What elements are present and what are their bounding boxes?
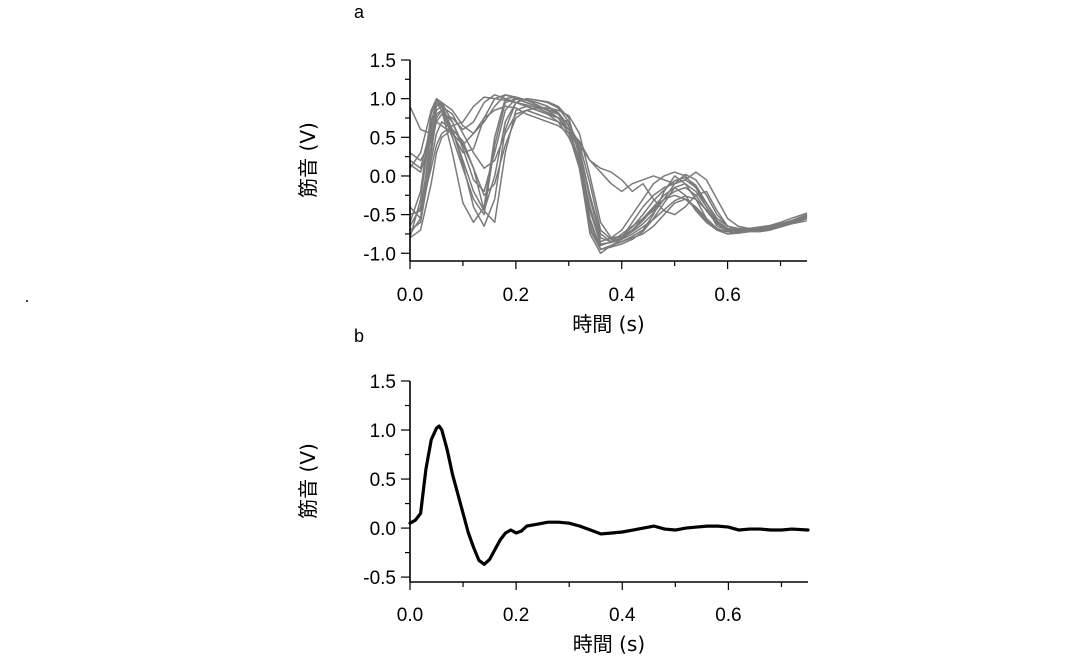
panel-a-series-line-11	[409, 107, 808, 239]
panel-a-series-line-9	[409, 97, 808, 251]
panel-a-y-tick-label: -0.5	[363, 206, 396, 227]
panel-b-label: b	[354, 326, 364, 346]
panel-a-series-line-7	[409, 97, 808, 251]
panel-a-y-tick-label: -1.0	[363, 244, 396, 265]
panel-b-y-tick-label: 1.0	[370, 421, 396, 442]
panel-a-x-tick-label: 0.6	[714, 285, 740, 306]
panel-b-y-tick-label: 1.5	[370, 372, 396, 393]
panel-a-series-line-12	[409, 94, 808, 245]
panel-a-series-line-2	[409, 97, 808, 247]
panel-b-x-tick-label: 0.6	[715, 605, 741, 626]
panel-a-series-line-1	[409, 94, 808, 251]
panel-a-y-tick-label: 1.5	[370, 51, 396, 72]
panel-b-x-tick-label: 0.0	[397, 605, 423, 626]
panel-a-series-line-8	[409, 105, 808, 231]
panel-a-x-axis-label: 時間 (s)	[572, 312, 644, 336]
panel-b-y-axis-label: 筋音 (V)	[296, 443, 320, 519]
panel-a-series-line-10	[409, 96, 808, 243]
panel-a-x-tick-label: 0.2	[503, 285, 529, 306]
panel-a-x-tick-label: 0.4	[609, 285, 636, 306]
stray-dot	[26, 300, 28, 302]
panel-b-x-tick-label: 0.4	[609, 605, 636, 626]
panel-a-y-tick-label: 0.5	[370, 128, 396, 149]
panel-b: b 1.51.00.50.0-0.50.0 0.2 0.4 0.6時間 (s)筋音 (…	[296, 326, 810, 656]
panel-a-y-tick-label: 0.0	[370, 167, 396, 188]
panel-b-x-axis-label: 時間 (s)	[573, 632, 645, 656]
panel-b-x-tick-label: 0.2	[503, 605, 529, 626]
panel-b-y-tick-label: 0.0	[370, 519, 396, 540]
panel-b-y-tick-label: -0.5	[363, 568, 396, 589]
panel-a-traces	[409, 94, 808, 255]
panel-a-y-axis-label: 筋音 (V)	[296, 122, 320, 198]
panel-b-traces	[408, 424, 810, 566]
panel-a-series-line-13	[409, 97, 808, 241]
panel-b-y-tick-label: 0.5	[370, 470, 396, 491]
plot-a-area: 1.51.00.50.0-0.5-1.00.0 0.2 0.4 0.6時間 (s)筋音…	[296, 51, 808, 336]
panel-b-series-line-1	[408, 424, 810, 566]
panel-a-y-tick-label: 1.0	[370, 90, 396, 111]
panel-a-label: a	[354, 2, 365, 22]
plot-b-area: 1.51.00.50.0-0.50.0 0.2 0.4 0.6時間 (s)筋音 (V)	[296, 372, 810, 656]
panel-a: a 1.51.00.50.0-0.5-1.00.0 0.2 0.4 0.6時間 (s)…	[296, 2, 808, 336]
panel-a-x-tick-label: 0.0	[397, 285, 423, 306]
